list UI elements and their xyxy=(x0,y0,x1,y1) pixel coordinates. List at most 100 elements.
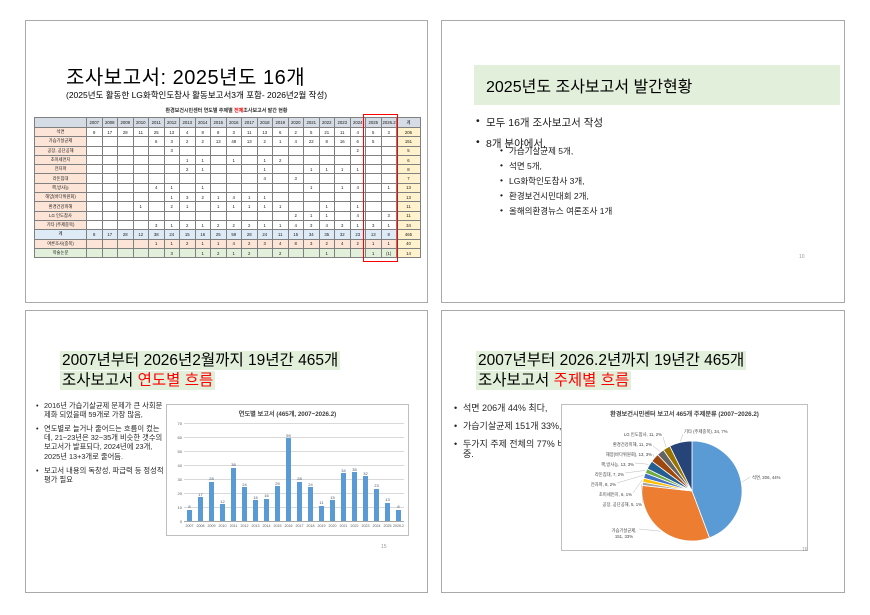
table-cell xyxy=(179,145,196,156)
table-cell xyxy=(117,247,134,259)
slide-1[interactable]: 조사보고서: 2025년도 16개 (2025년도 활동한 LG화학인도참사 활… xyxy=(25,20,428,303)
table-cell: 2 xyxy=(210,219,227,231)
table-cell xyxy=(86,173,103,184)
table-cell xyxy=(318,173,335,184)
slide2-page-number: 10 xyxy=(799,254,805,260)
table-cell xyxy=(303,145,320,156)
table-cell xyxy=(86,164,103,175)
bar xyxy=(362,476,369,521)
table-cell xyxy=(272,182,289,194)
table-cell xyxy=(334,173,351,184)
slide4-page-number: 16 xyxy=(802,547,808,553)
table-cell: 석면 xyxy=(34,126,87,138)
pie-chart: 환경보건시민센터 보고서 465개 주제분류 (2007~2026.2) 석면,… xyxy=(561,404,808,551)
table-cell xyxy=(380,164,397,175)
y-axis-tick: 40 xyxy=(177,462,182,468)
bar-value-label: 38 xyxy=(231,462,236,468)
table-cell xyxy=(86,192,103,203)
slide-4[interactable]: 2007년부터 2026.2년까지 19년간 465개 조사보고서 주제별 흐름… xyxy=(441,310,845,593)
table-cell xyxy=(132,247,149,259)
table-cell: 1 xyxy=(256,201,273,212)
pie-chart-title: 환경보건시민센터 보고서 465개 주제분류 (2007~2026.2) xyxy=(610,411,759,418)
table-cell: 1 xyxy=(349,201,366,212)
table-cell xyxy=(272,210,289,221)
table-cell: 15 xyxy=(179,229,196,240)
caption-pre: 환경보건시민센터 연도별 주제별 xyxy=(165,108,235,114)
bar xyxy=(384,502,391,521)
table-cell: 12 xyxy=(132,229,149,240)
bar xyxy=(307,487,314,521)
table-cell: 11 xyxy=(396,201,421,212)
x-axis-label: 2013 xyxy=(251,524,260,528)
pie-slice-label: 공장, 공단공해, 5, 1% xyxy=(603,501,643,508)
pie-slice-label: 가습기살균제, xyxy=(612,527,637,534)
bullet-item: 가습기살균제 151개 33%, xyxy=(454,421,566,432)
table-cell xyxy=(365,173,382,184)
bar xyxy=(351,472,358,521)
bar-value-label: 24 xyxy=(242,481,247,487)
slide1-title: 조사보고서: 2025년도 16개 xyxy=(66,67,306,89)
slide-2[interactable]: 2025년도 조사보고서 발간현황 모두 16개 조사보고서 작성 8개 분야에… xyxy=(441,20,845,303)
bar xyxy=(395,509,402,521)
bullet-item: 연도별로 늘거나 줄어드는 흐름이 컸는데, 21~23년은 32~35개 비슷… xyxy=(36,424,166,460)
table-cell: 2011 xyxy=(148,117,165,128)
bar-value-label: 59 xyxy=(286,432,291,438)
table-cell: 8 xyxy=(194,126,211,138)
table-cell: 2021 xyxy=(303,117,320,128)
report-table: 2007 2008 2009 2010 2011 2012 2013 2014 2015 2016… xyxy=(34,117,421,259)
table-cell xyxy=(241,145,258,156)
table-cell xyxy=(365,145,382,156)
table-cell: 2007 xyxy=(86,117,103,128)
gridline xyxy=(184,423,404,424)
table-cell xyxy=(380,173,397,184)
table-cell xyxy=(256,182,273,194)
table-cell: 32 xyxy=(334,229,351,240)
table-cell: 4 xyxy=(272,238,289,249)
y-axis-tick: 20 xyxy=(177,490,182,496)
table-cell xyxy=(365,182,382,194)
table-cell xyxy=(194,201,211,212)
title-red-part: 연도별 흐름 xyxy=(137,372,214,390)
table-cell: 3 xyxy=(303,219,320,231)
table-cell: 1 xyxy=(179,201,196,212)
table-cell xyxy=(334,145,351,156)
table-cell xyxy=(194,173,211,184)
table-cell: 2014 xyxy=(194,117,211,128)
table-cell xyxy=(256,145,273,156)
table-cell xyxy=(86,238,103,249)
pie-slice-label: 초미세먼지, 6, 1% xyxy=(599,491,632,498)
table-cell: 1 xyxy=(349,164,366,175)
table-cell xyxy=(163,164,180,175)
table-cell xyxy=(349,192,366,203)
table-cell: 22 xyxy=(303,136,320,147)
bar-value-label: 23 xyxy=(374,483,379,489)
x-axis-label: 2010 xyxy=(218,524,227,528)
x-axis-label: 2014 xyxy=(262,524,271,528)
table-cell: 59 xyxy=(225,229,242,240)
table-cell: 13 xyxy=(210,136,227,147)
table-cell: 1 xyxy=(318,164,335,175)
x-axis-label: 2017 xyxy=(295,524,304,528)
pie-leader-line xyxy=(616,475,644,484)
table-cell: 8 xyxy=(396,164,421,175)
table-cell: 학술논문 xyxy=(34,247,87,259)
table-cell: 2 xyxy=(179,238,196,249)
sub-bullet-item: 석면 5개, xyxy=(500,160,612,172)
table-cell: 16 xyxy=(194,229,211,240)
bar-value-label: 35 xyxy=(352,466,357,472)
table-cell: 40 xyxy=(396,238,421,249)
slide-3[interactable]: 2007년부터 2026년2월까지 19년간 465개 조사보고서 연도별 흐름… xyxy=(25,310,428,593)
table-cell: 2008 xyxy=(101,117,118,128)
table-cell: 2 xyxy=(225,219,242,231)
table-cell xyxy=(86,210,103,221)
table-cell: 3 xyxy=(148,219,165,231)
table-cell xyxy=(101,173,118,184)
x-axis-label: 2026.2 xyxy=(393,524,404,528)
table-cell xyxy=(101,164,118,175)
slide4-title: 2007년부터 2026.2년까지 19년간 465개 조사보고서 주제별 흐름 xyxy=(476,351,747,391)
table-row: 학술논문 3 1 2 1 2 2 1 1 (1) 14 xyxy=(34,247,421,259)
table-cell: 1 xyxy=(256,192,273,203)
table-cell: 여론조사(중복) xyxy=(34,238,87,249)
table-cell xyxy=(101,182,118,194)
pie-slice xyxy=(691,440,743,539)
